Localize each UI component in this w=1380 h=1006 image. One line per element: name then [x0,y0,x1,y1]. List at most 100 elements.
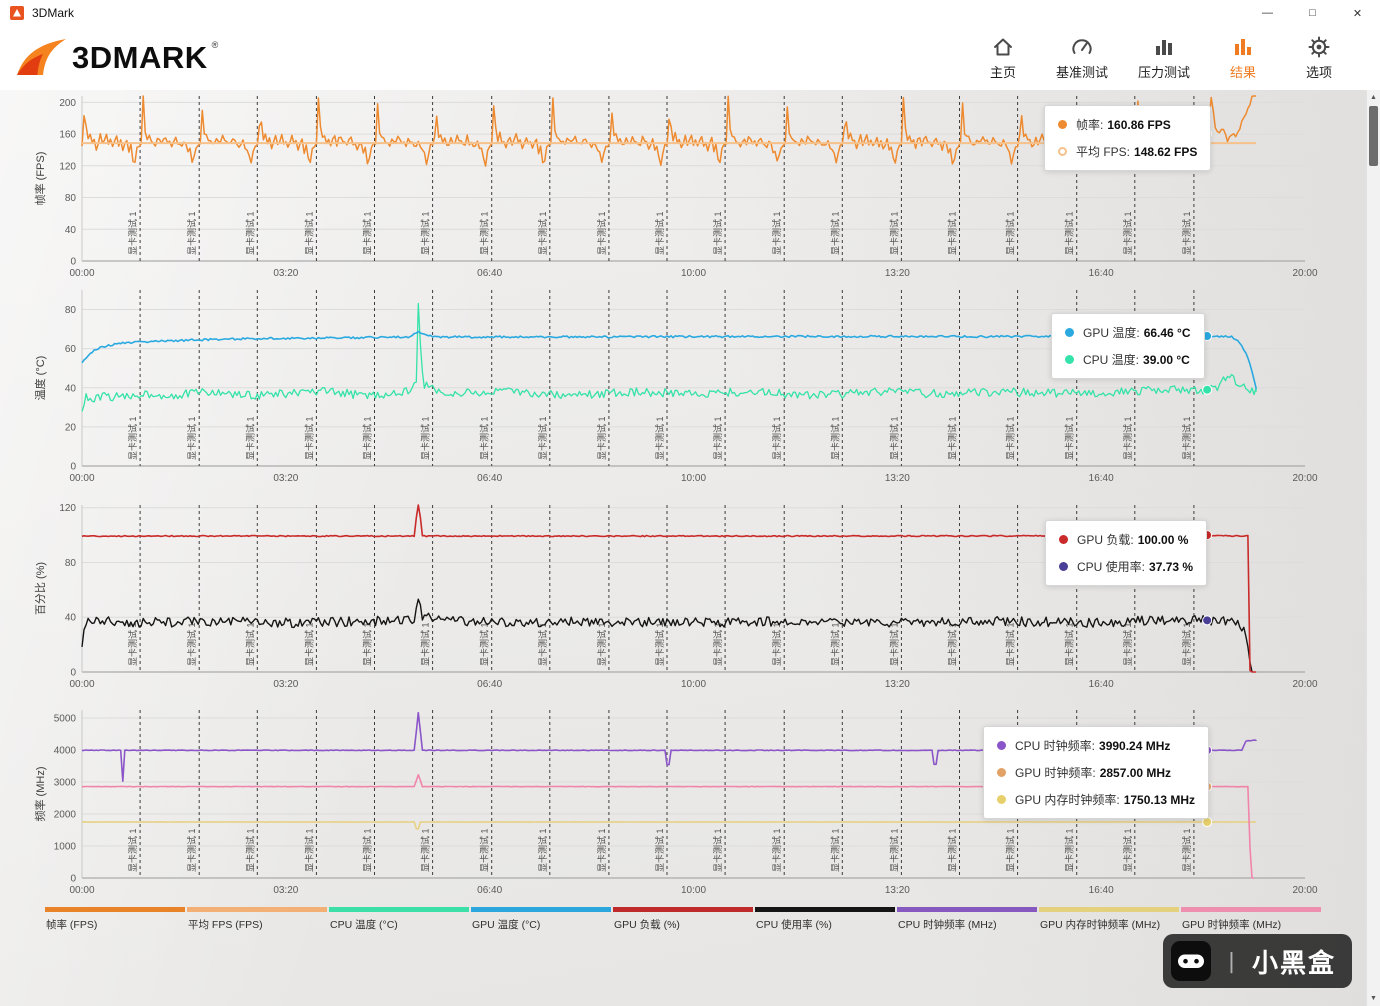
test-marker-label: 显卡测试 1 [888,828,899,872]
legend-item[interactable]: CPU 使用率 (%) [755,907,895,932]
legend-swatch [187,907,327,912]
y-axis-title: 温度 (°C) [33,356,47,401]
window-controls: — □ ✕ [1245,0,1380,26]
legend-swatch [329,907,469,912]
x-tick-label: 10:00 [681,473,706,484]
scroll-down-button[interactable]: ▼ [1370,995,1377,1002]
x-tick-label: 06:40 [477,885,502,896]
scrollbar[interactable]: ▲ ▼ [1366,90,1380,1006]
chart-load[interactable]: 0 40 80 120 00:00 03:20 06:40 10:00 13:20 16:40 20… [34,503,1318,690]
chart-legend: 帧率 (FPS) 平均 FPS (FPS) CPU 温度 (°C) GPU 温度 (°… [45,907,1321,932]
legend-item[interactable]: GPU 温度 (°C) [471,907,611,932]
x-tick-label: 03:20 [273,473,298,484]
legend-item[interactable]: CPU 温度 (°C) [329,907,469,932]
legend-item[interactable]: CPU 时钟频率 (MHz) [897,907,1037,932]
test-marker-label: 显卡测试 1 [829,416,840,460]
watermark: 丨 小黑盒 [1162,934,1352,988]
legend-item[interactable]: 帧率 (FPS) [45,907,185,932]
nav-item-home[interactable]: 主页 [980,35,1026,81]
series-dot-icon [1059,562,1068,571]
test-marker-label: 显卡测试 1 [888,622,899,666]
test-marker-label: 显卡测试 1 [303,828,314,872]
test-marker-label: 显卡测试 1 [1122,211,1133,255]
test-marker-label: 显卡测试 1 [596,622,607,666]
maximize-button[interactable]: □ [1309,7,1316,19]
test-marker-label: 显卡测试 1 [829,211,840,255]
test-marker-label: 显卡测试 1 [1181,828,1192,872]
chart-tooltip: GPU 负载: 100.00 % CPU 使用率: 37.73 % [1045,520,1208,586]
legend-swatch [1039,907,1179,912]
tooltip-value: 37.73 % [1149,559,1194,574]
tooltip-value: 148.62 FPS [1134,144,1198,159]
test-marker-label: 显卡测试 1 [537,416,548,460]
series-dot-icon [997,795,1006,804]
x-tick-label: 03:20 [273,679,298,690]
tooltip-value: 100.00 % [1137,532,1189,547]
test-marker-label: 显卡测试 1 [186,828,197,872]
x-tick-label: 13:20 [885,268,910,279]
test-marker-label: 显卡测试 1 [362,828,373,872]
tooltip-row: 平均 FPS: 148.62 FPS [1058,143,1197,160]
chart-temperature[interactable]: 0 20 40 60 80 00:00 03:20 06:40 10:00 13:20 16:40 2… [33,290,1318,484]
nav-item-options[interactable]: 选项 [1296,35,1342,81]
test-marker-label: 显卡测试 1 [186,211,197,255]
legend-swatch [471,907,611,912]
tooltip-label: GPU 负载: [1077,533,1134,547]
y-axis-title: 百分比 (%) [34,562,47,615]
test-marker-label: 显卡测试 1 [1064,622,1075,666]
test-marker-label: 显卡测试 1 [1005,211,1016,255]
series-dot-icon [1065,355,1074,364]
scroll-up-button[interactable]: ▲ [1370,94,1377,101]
legend-label: GPU 时钟频率 (MHz) [1182,919,1282,931]
minimize-button[interactable]: — [1262,7,1273,19]
series-line [81,821,1257,830]
tooltip-row: CPU 时钟频率: 3990.24 MHz [997,737,1195,754]
series-dot-icon [1059,535,1068,544]
scrollbar-thumb[interactable] [1369,106,1378,166]
y-tick-label: 1000 [54,842,77,853]
test-marker-label: 显卡测试 1 [479,828,490,872]
test-marker-label: 显卡测试 1 [771,622,782,666]
test-marker-label: 显卡测试 1 [888,416,899,460]
y-tick-label: 2000 [54,810,77,821]
legend-item[interactable]: GPU 内存时钟频率 (MHz) [1039,907,1179,932]
series-line [81,598,1253,673]
close-button[interactable]: ✕ [1352,7,1363,20]
test-marker-label: 显卡测试 1 [537,211,548,255]
test-marker-label: 显卡测试 1 [537,622,548,666]
test-marker-label: 显卡测试 1 [303,211,314,255]
test-marker-label: 显卡测试 1 [829,828,840,872]
tooltip-row: CPU 使用率: 37.73 % [1059,558,1193,575]
nav-item-results[interactable]: 结果 [1220,35,1266,81]
legend-item[interactable]: GPU 负载 (%) [613,907,753,932]
y-tick-label: 160 [59,130,76,141]
tooltip-row: GPU 内存时钟频率: 1750.13 MHz [997,791,1195,808]
y-tick-label: 4000 [54,746,77,757]
legend-label: GPU 温度 (°C) [472,919,541,931]
y-tick-label: 40 [65,225,77,236]
test-marker-label: 显卡测试 1 [1064,416,1075,460]
x-tick-label: 13:20 [885,885,910,896]
tooltip-label: 平均 FPS: [1076,145,1131,159]
x-tick-label: 00:00 [69,885,94,896]
test-marker-label: 显卡测试 1 [186,622,197,666]
chart-fps[interactable]: 0 40 80 120 160 200 00:00 03:20 06:40 10:00 13:20 1… [33,95,1318,279]
window-title: 3DMark [32,6,75,20]
nav-item-stress-test[interactable]: 压力测试 [1138,35,1190,81]
brand-text: 3DMARK [72,40,208,75]
x-tick-label: 06:40 [477,473,502,484]
app-icon [10,6,24,20]
nav-item-benchmark[interactable]: 基准测试 [1056,35,1108,81]
legend-item[interactable]: 平均 FPS (FPS) [187,907,327,932]
y-tick-label: 60 [65,344,77,355]
test-marker-label: 显卡测试 1 [771,211,782,255]
y-tick-label: 40 [65,383,77,394]
legend-item[interactable]: GPU 时钟频率 (MHz) [1181,907,1321,932]
legend-swatch [1181,907,1321,912]
nav-label: 选项 [1305,65,1332,80]
tooltip-value: 39.00 °C [1143,352,1190,367]
test-marker-label: 显卡测试 1 [829,622,840,666]
nav-label: 基准测试 [1055,65,1108,80]
y-tick-label: 20 [65,422,77,433]
tooltip-label: GPU 内存时钟频率: [1015,793,1120,807]
